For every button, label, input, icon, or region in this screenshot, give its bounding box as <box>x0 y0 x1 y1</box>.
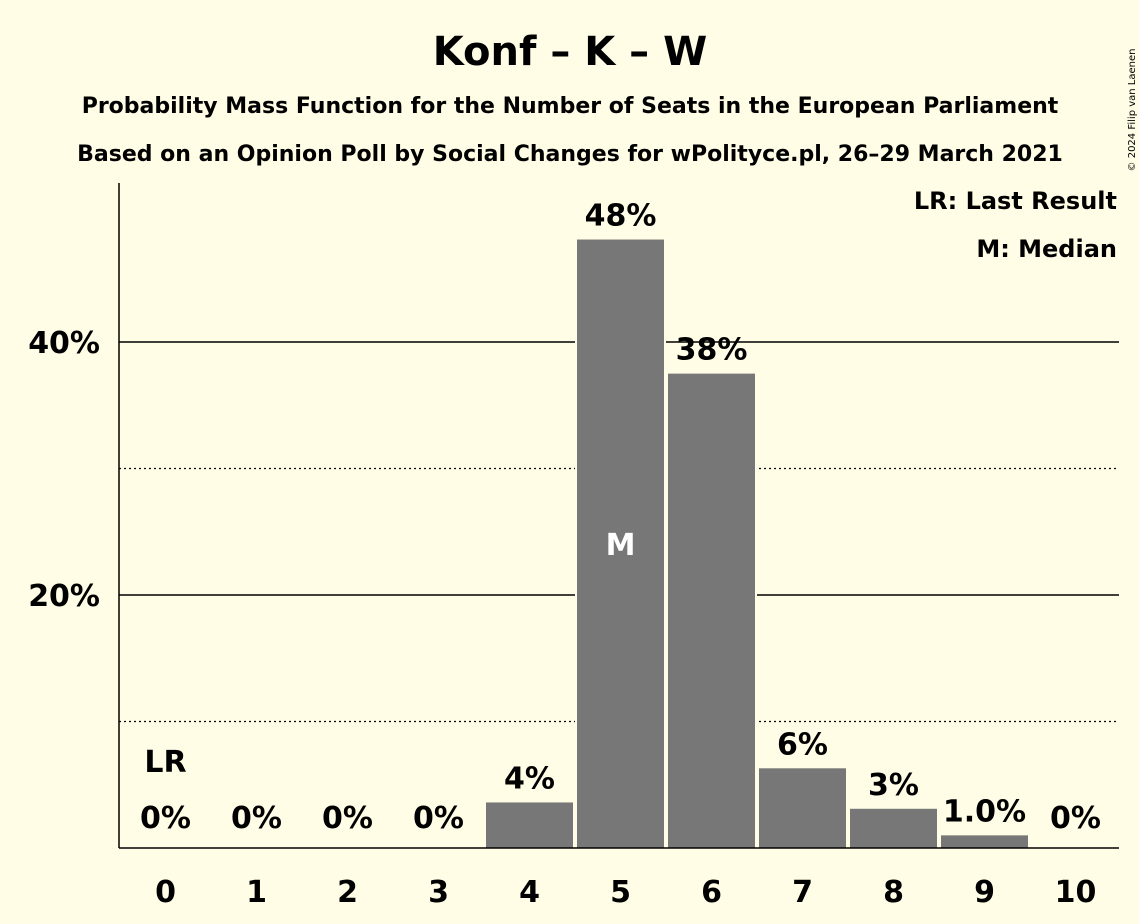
median-marker: M <box>606 528 636 563</box>
bar-5 <box>577 239 664 848</box>
last-result-marker: LR <box>144 745 186 780</box>
bar-4 <box>486 802 573 848</box>
chart-subtitle-2: Based on an Opinion Poll by Social Chang… <box>77 142 1063 167</box>
x-tick-6: 6 <box>701 875 722 910</box>
value-label-7: 6% <box>777 727 828 762</box>
x-tick-7: 7 <box>792 875 813 910</box>
bar-8 <box>850 808 937 848</box>
value-label-1: 0% <box>231 801 282 836</box>
value-label-9: 1.0% <box>943 794 1026 829</box>
bar-7 <box>759 768 846 848</box>
x-tick-4: 4 <box>519 875 540 910</box>
x-tick-labels: 0 1 2 3 4 5 6 7 8 9 10 <box>155 875 1096 910</box>
value-label-8: 3% <box>868 768 919 803</box>
y-tick-labels: 20% 40% <box>28 326 100 614</box>
x-tick-9: 9 <box>974 875 995 910</box>
chart-title: Konf – K – W <box>433 29 707 75</box>
x-tick-2: 2 <box>337 875 358 910</box>
copyright-text: © 2024 Filip van Laenen <box>1127 49 1138 172</box>
value-label-5: 48% <box>585 199 657 234</box>
value-label-3: 0% <box>413 801 464 836</box>
legend-median: M: Median <box>976 235 1117 263</box>
x-tick-0: 0 <box>155 875 176 910</box>
bar-9 <box>941 835 1028 848</box>
x-tick-1: 1 <box>246 875 267 910</box>
x-tick-5: 5 <box>610 875 631 910</box>
value-labels-group: 0% LR 0% 0% 0% 4% 48% M 38% 6% 3% 1.0% 0% <box>140 199 1101 836</box>
value-label-10: 0% <box>1050 801 1101 836</box>
bars-group <box>484 237 1030 848</box>
legend-last-result: LR: Last Result <box>914 187 1117 215</box>
x-tick-8: 8 <box>883 875 904 910</box>
value-label-2: 0% <box>322 801 373 836</box>
x-tick-10: 10 <box>1055 875 1097 910</box>
value-label-0: 0% <box>140 801 191 836</box>
bar-6 <box>668 373 755 848</box>
value-label-4: 4% <box>504 761 555 796</box>
y-tick-label: 40% <box>28 326 100 361</box>
y-tick-label: 20% <box>28 579 100 614</box>
chart-subtitle-1: Probability Mass Function for the Number… <box>82 94 1059 119</box>
value-label-6: 38% <box>676 333 748 368</box>
x-tick-3: 3 <box>428 875 449 910</box>
